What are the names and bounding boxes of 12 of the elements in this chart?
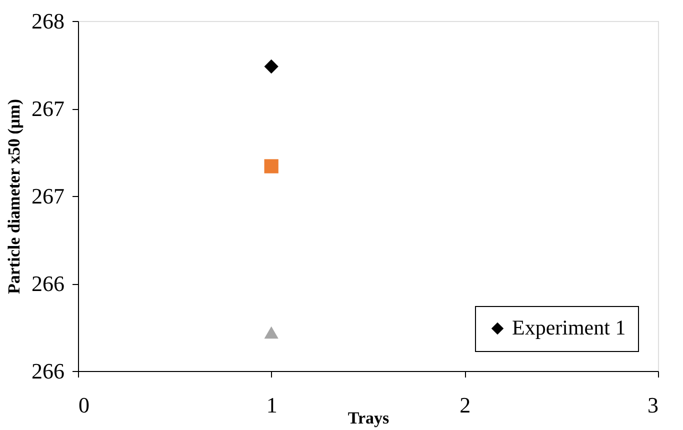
x-tick-label: 2 (460, 392, 471, 418)
y-tick-label: 266 (32, 358, 64, 384)
x-axis-title: Trays (348, 408, 390, 428)
y-tick-label: 266 (32, 271, 64, 296)
legend-label: Experiment 1 (512, 316, 626, 340)
y-tick-label: 267 (32, 96, 64, 121)
y-tick-label: 267 (32, 184, 64, 208)
y-axis-title: Particle diameter x50 (µm) (4, 99, 24, 294)
x-tick-label: 0 (78, 392, 90, 418)
x-tick-label: 3 (648, 392, 658, 418)
x-tick-label: 1 (266, 392, 278, 418)
y-tick-label: 268 (32, 8, 64, 34)
